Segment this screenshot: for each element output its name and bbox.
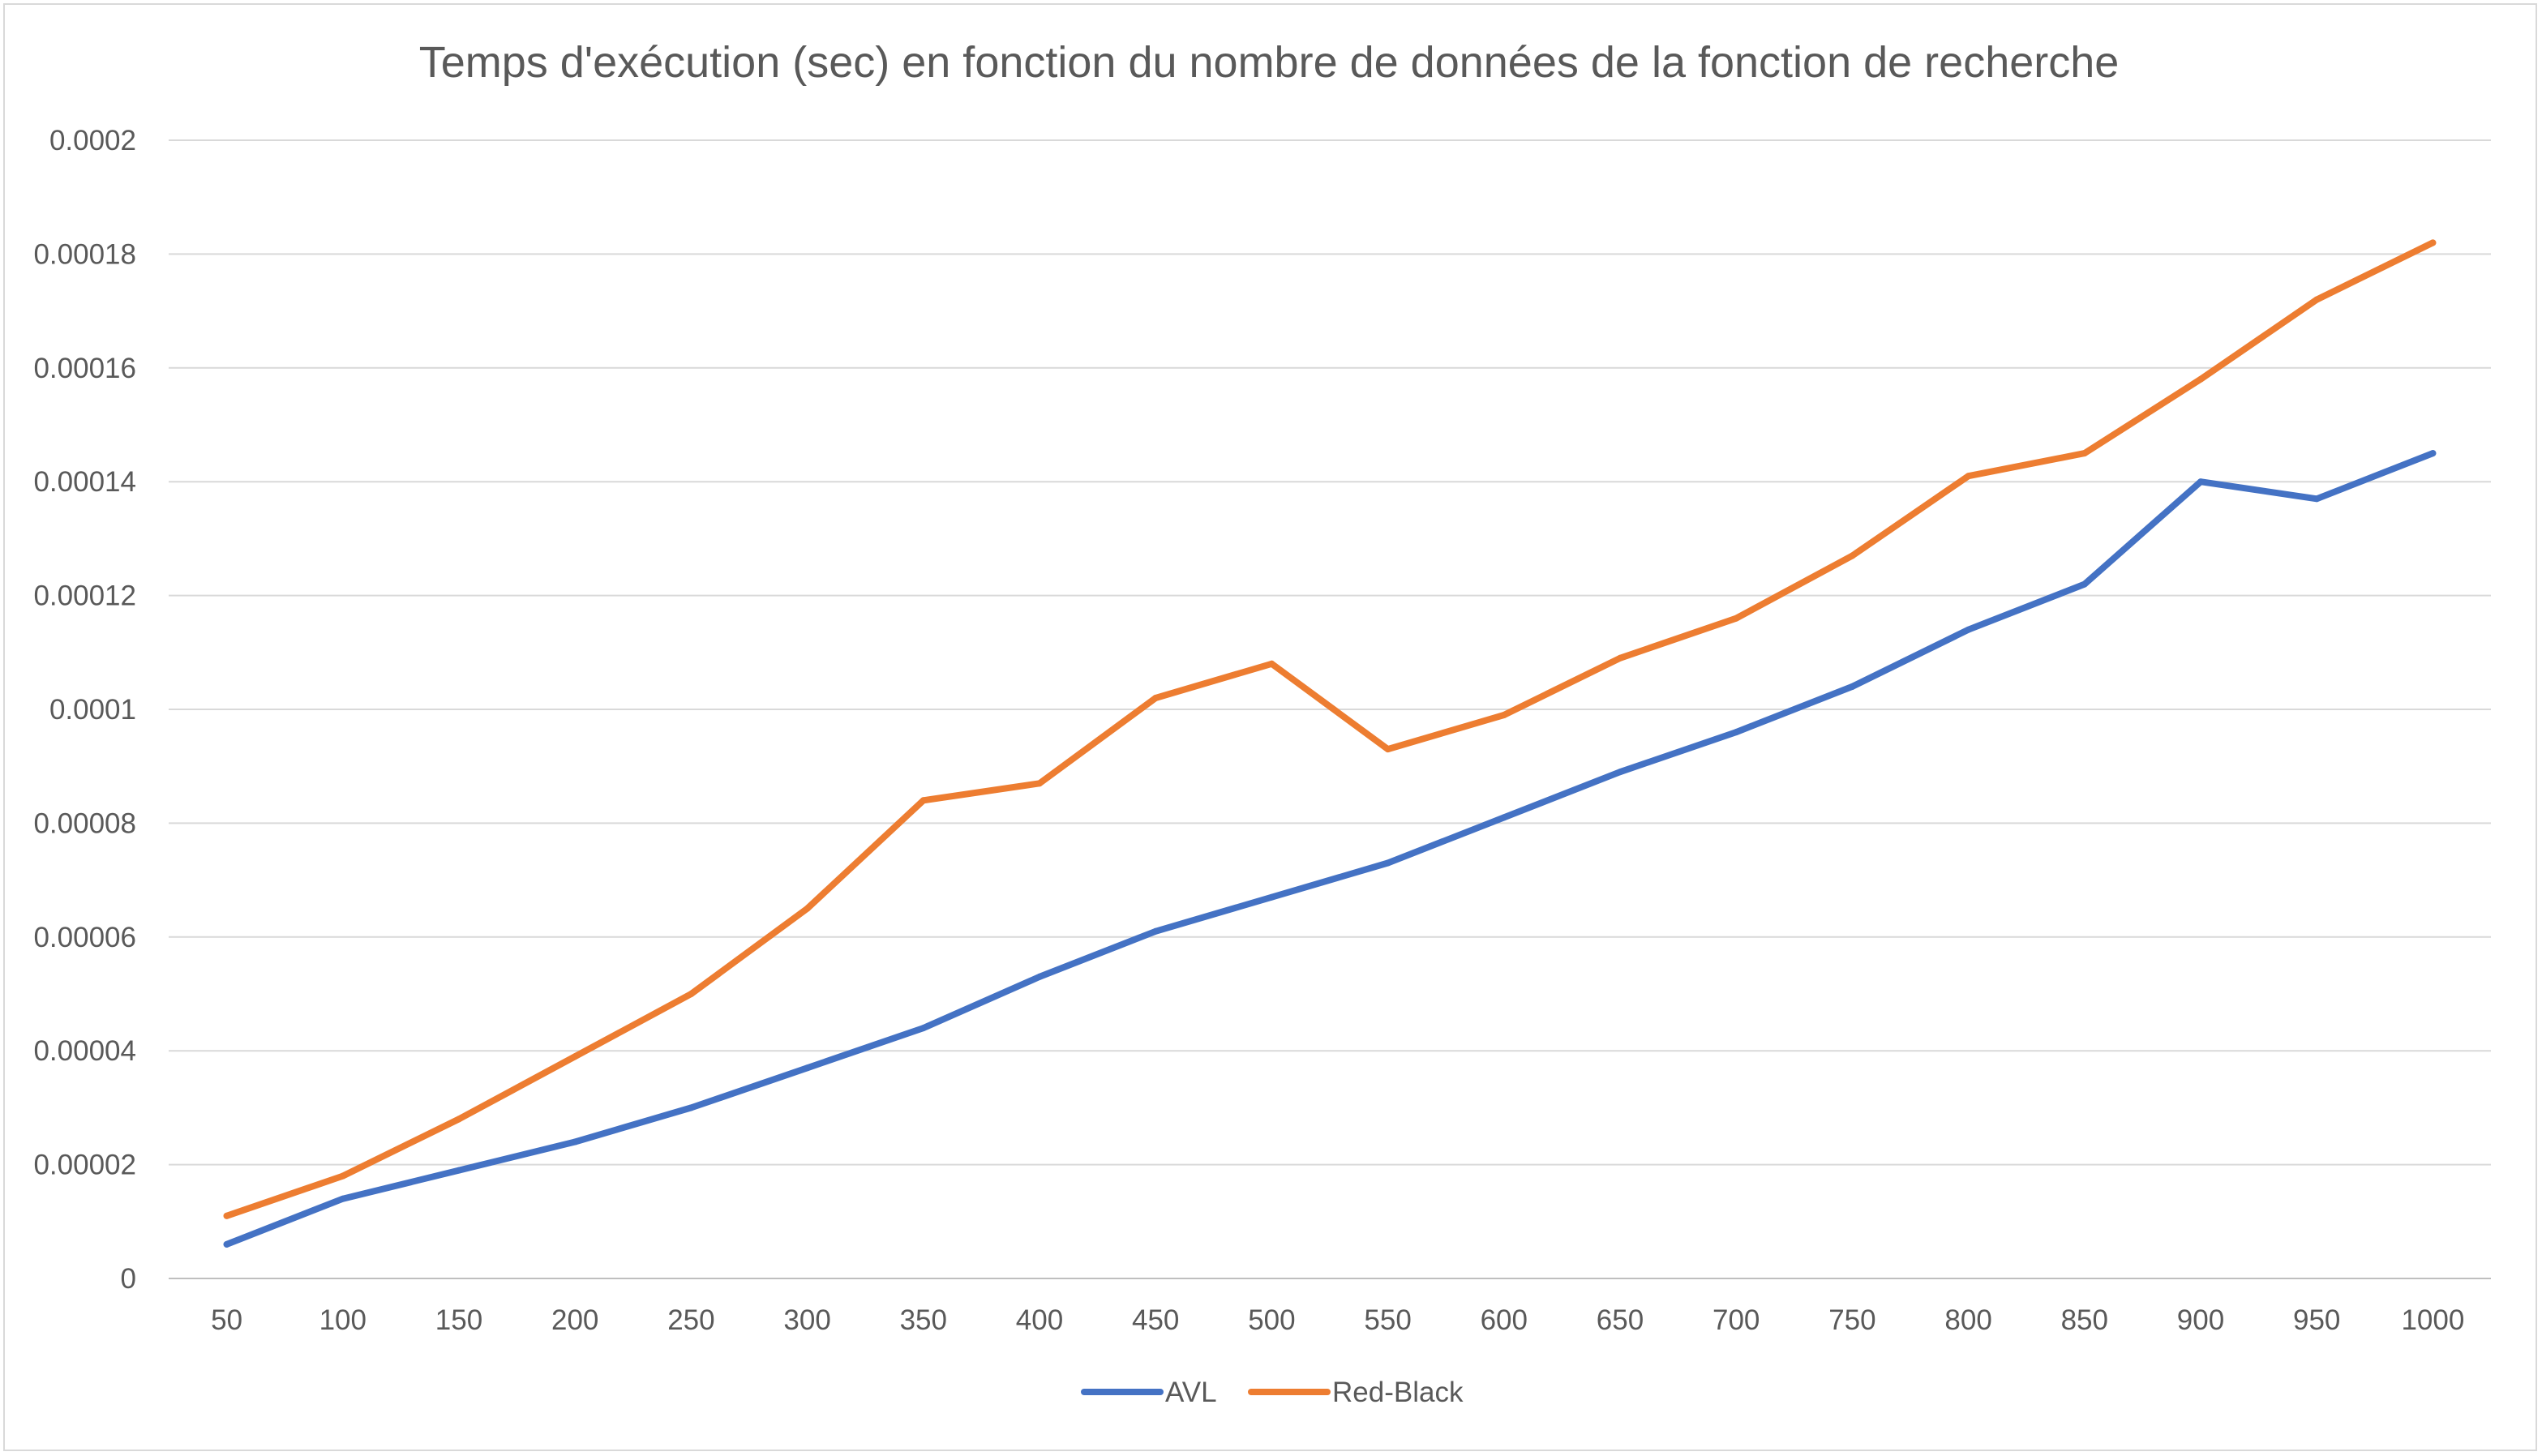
series-avl	[223, 450, 2437, 1248]
x-tick-label: 700	[1713, 1304, 1760, 1336]
plot-series	[223, 239, 2437, 1248]
x-tick-label: 400	[1016, 1304, 1063, 1336]
data-point	[339, 1195, 346, 1202]
data-point	[1152, 695, 1160, 701]
legend-item: AVL	[1081, 1377, 1217, 1408]
y-tick-label: 0.0001	[49, 694, 136, 726]
x-tick-label: 850	[2061, 1304, 2108, 1336]
x-tick-label: 200	[551, 1304, 598, 1336]
data-point	[919, 1025, 927, 1032]
y-tick-label: 0	[121, 1263, 136, 1295]
data-point	[1384, 746, 1391, 753]
y-tick-label: 0.00014	[33, 466, 136, 498]
data-point	[572, 1053, 579, 1060]
data-point	[1965, 473, 1972, 480]
data-point	[1268, 660, 1275, 667]
data-point	[2197, 478, 2204, 486]
x-tick-label: 550	[1364, 1304, 1411, 1336]
data-point	[1268, 893, 1275, 901]
x-tick-label: 100	[319, 1304, 367, 1336]
x-tick-label: 750	[1828, 1304, 1875, 1336]
x-tick-label: 500	[1248, 1304, 1295, 1336]
data-point	[456, 1167, 462, 1174]
data-point	[804, 1064, 811, 1072]
data-point	[1965, 626, 1972, 633]
data-point	[572, 1138, 579, 1146]
data-point	[2313, 296, 2321, 303]
x-tick-label: 250	[667, 1304, 714, 1336]
x-tick-label: 450	[1132, 1304, 1179, 1336]
data-point	[1384, 859, 1391, 867]
x-tick-label: 600	[1481, 1304, 1528, 1336]
legend-item: Red-Black	[1248, 1377, 1464, 1408]
x-tick-label: 1000	[2401, 1304, 2464, 1336]
data-point	[1036, 780, 1043, 787]
y-tick-label: 0.00012	[33, 580, 136, 612]
data-point	[1733, 615, 1740, 622]
data-point	[2429, 239, 2437, 246]
data-point	[339, 1172, 346, 1180]
data-point	[1617, 769, 1623, 776]
y-tick-label: 0.00006	[33, 922, 136, 953]
y-tick-label: 0.00002	[33, 1150, 136, 1181]
data-point	[1152, 927, 1160, 935]
y-axis: 0 0.00002 0.00004 0.00006 0.00008 0.0001 0.000…	[33, 125, 136, 1295]
x-tick-label: 50	[211, 1304, 242, 1336]
data-point	[1849, 683, 1856, 690]
legend-label: AVL	[1165, 1377, 1217, 1408]
x-axis: 50 100 150 200 250 300 350 400 450 500 550 600 650 70…	[211, 1304, 2464, 1336]
data-point	[688, 1104, 695, 1111]
x-tick-label: 300	[783, 1304, 830, 1336]
y-tick-label: 0.00008	[33, 807, 136, 839]
chart-title: Temps d'exécution (sec) en fonction du n…	[419, 38, 2120, 87]
series-line	[223, 239, 2437, 1219]
legend-label: Red-Black	[1332, 1377, 1464, 1408]
data-point	[223, 1212, 230, 1219]
data-point	[223, 1240, 230, 1248]
data-point	[688, 991, 695, 997]
data-point	[2429, 450, 2437, 457]
data-point	[1849, 552, 1856, 559]
x-tick-label: 350	[900, 1304, 947, 1336]
data-point	[2313, 495, 2321, 503]
data-point	[2197, 375, 2204, 383]
data-point	[1617, 654, 1623, 662]
data-point	[2081, 580, 2088, 588]
data-point	[2081, 450, 2088, 457]
chart-area	[3, 3, 2537, 1451]
x-tick-label: 650	[1597, 1304, 1644, 1336]
y-tick-label: 0.00016	[33, 353, 136, 384]
data-point	[1733, 729, 1740, 736]
legend: AVL Red-Black	[1081, 1377, 1464, 1408]
data-point	[456, 1116, 462, 1123]
data-point	[1036, 973, 1043, 980]
y-tick-label: 0.00018	[33, 238, 136, 270]
x-tick-label: 950	[2293, 1304, 2340, 1336]
series-line	[223, 450, 2437, 1248]
x-tick-label: 800	[1944, 1304, 1991, 1336]
x-tick-label: 900	[2177, 1304, 2224, 1336]
x-tick-label: 150	[435, 1304, 482, 1336]
series-red-black	[223, 239, 2437, 1219]
data-point	[804, 905, 811, 912]
gridlines	[169, 139, 2491, 1279]
data-point	[1500, 712, 1507, 718]
data-point	[1500, 814, 1507, 821]
y-tick-label: 0.0002	[49, 125, 136, 156]
data-point	[919, 797, 927, 804]
y-tick-label: 0.00004	[33, 1035, 136, 1067]
